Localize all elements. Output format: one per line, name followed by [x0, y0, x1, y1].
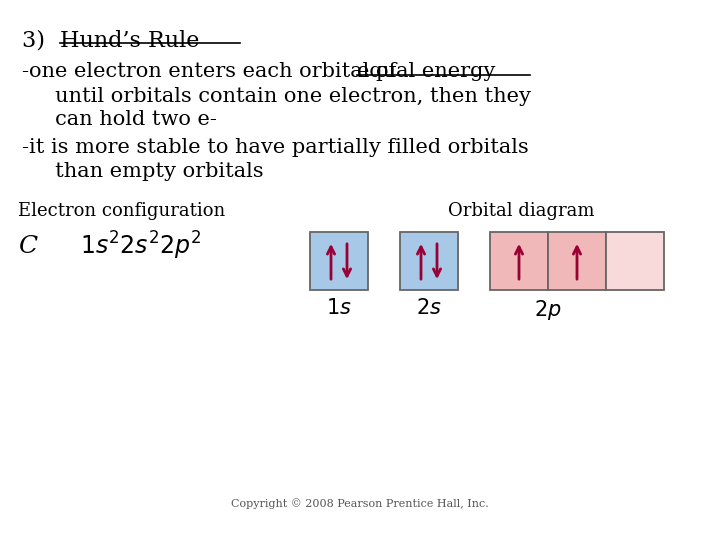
Bar	[490, 232, 548, 290]
Text: Copyright © 2008 Pearson Prentice Hall, Inc.: Copyright © 2008 Pearson Prentice Hall, …	[231, 498, 489, 509]
Text: 3): 3)	[22, 30, 59, 52]
Text: can hold two e-: can hold two e-	[22, 110, 217, 129]
Text: C: C	[18, 235, 37, 258]
Text: until orbitals contain one electron, then they: until orbitals contain one electron, the…	[22, 87, 531, 106]
Bar	[548, 232, 606, 290]
Bar	[400, 232, 458, 290]
Bar	[310, 232, 368, 290]
Text: than empty orbitals: than empty orbitals	[22, 162, 264, 181]
Text: equal energy: equal energy	[357, 62, 495, 81]
Text: $1s$: $1s$	[326, 298, 352, 318]
Bar	[606, 232, 664, 290]
Text: -it is more stable to have partially filled orbitals: -it is more stable to have partially fil…	[22, 138, 528, 157]
Text: Electron configuration: Electron configuration	[18, 202, 225, 220]
Text: $1s^22s^22p^2$: $1s^22s^22p^2$	[80, 230, 202, 262]
Text: $2s$: $2s$	[416, 298, 442, 318]
Text: $2p$: $2p$	[534, 298, 562, 322]
Text: Hund’s Rule: Hund’s Rule	[60, 30, 199, 52]
Text: -one electron enters each orbital of: -one electron enters each orbital of	[22, 62, 403, 81]
Text: Orbital diagram: Orbital diagram	[448, 202, 595, 220]
